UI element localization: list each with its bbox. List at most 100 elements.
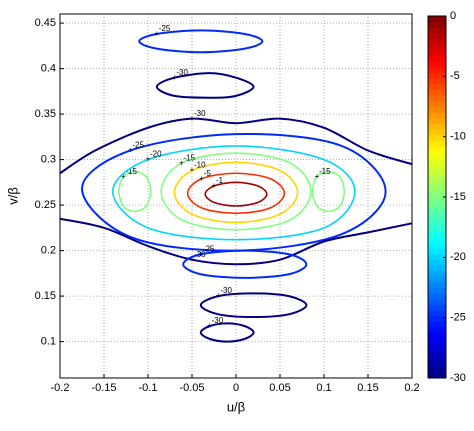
colorbar-segment bbox=[428, 197, 446, 204]
colorbar-segment bbox=[428, 38, 446, 45]
colorbar-segment bbox=[428, 123, 446, 130]
colorbar-segment bbox=[428, 174, 446, 181]
colorbar-segment bbox=[428, 95, 446, 102]
colorbar-segment bbox=[428, 163, 446, 170]
contour-line bbox=[199, 322, 255, 343]
colorbar-segment bbox=[428, 83, 446, 91]
colorbar-segment bbox=[428, 366, 446, 373]
colorbar-segment bbox=[428, 78, 446, 85]
contour-line bbox=[59, 217, 413, 266]
contour-line bbox=[311, 170, 346, 213]
colorbar-segment bbox=[428, 287, 446, 294]
contour-label-marker: + bbox=[146, 155, 151, 164]
colorbar-segment bbox=[428, 264, 446, 272]
x-tick-label: -0.2 bbox=[51, 382, 70, 394]
colorbar-segment bbox=[428, 89, 446, 96]
y-tick-label: 0.2 bbox=[41, 245, 56, 257]
colorbar-segment bbox=[428, 185, 446, 192]
colorbar-tick-label: -10 bbox=[450, 131, 466, 143]
colorbar-segment bbox=[428, 281, 446, 288]
colorbar-segment bbox=[428, 191, 446, 198]
colorbar-segment bbox=[428, 72, 446, 79]
colorbar-segment bbox=[428, 44, 446, 51]
x-tick-label: -0.1 bbox=[139, 382, 158, 394]
colorbar-segment bbox=[428, 361, 446, 368]
colorbar-segment bbox=[428, 213, 446, 221]
y-tick-label: 0.3 bbox=[41, 154, 56, 166]
colorbar-segment bbox=[428, 168, 446, 175]
x-tick-label: 0.2 bbox=[404, 382, 419, 394]
colorbar-segment bbox=[428, 315, 446, 322]
contour-label-marker: + bbox=[190, 255, 195, 264]
colorbar-segment bbox=[428, 304, 446, 311]
contour-label: -25 bbox=[203, 244, 215, 253]
contour-line bbox=[80, 133, 387, 252]
y-tick-label: 0.1 bbox=[41, 336, 56, 348]
contour-label-marker: + bbox=[198, 249, 203, 258]
colorbar-segment bbox=[428, 27, 446, 34]
contour-label: -30 bbox=[176, 68, 188, 77]
colorbar-segment bbox=[428, 349, 446, 356]
colorbar-segment bbox=[428, 100, 446, 107]
colorbar-segment bbox=[428, 298, 446, 305]
contour-label-marker: + bbox=[121, 172, 126, 181]
colorbar-segment bbox=[428, 61, 446, 68]
contour-label-marker: + bbox=[315, 172, 320, 181]
contour-label: -15 bbox=[125, 167, 137, 176]
colorbar-segment bbox=[428, 253, 446, 260]
colorbar-segment bbox=[428, 16, 446, 23]
x-axis-label: u/β bbox=[227, 399, 245, 414]
y-tick-label: 0.15 bbox=[35, 290, 56, 302]
contour-label: -15 bbox=[183, 153, 195, 162]
colorbar-segment bbox=[428, 372, 446, 379]
y-axis-label: v/β bbox=[5, 187, 20, 205]
colorbar-segment bbox=[428, 225, 446, 232]
colorbar-segment bbox=[428, 219, 446, 226]
contour-line bbox=[155, 72, 255, 99]
contour-line bbox=[199, 292, 308, 319]
colorbar-segment bbox=[428, 55, 446, 62]
colorbar-segment bbox=[428, 236, 446, 243]
colorbar-segment bbox=[428, 270, 446, 277]
colorbar-segment bbox=[428, 338, 446, 345]
contour-line bbox=[160, 152, 312, 231]
contour-label: -30 bbox=[194, 109, 206, 118]
colorbar-segment bbox=[428, 146, 446, 153]
colorbar-tick-label: -15 bbox=[450, 191, 466, 203]
contour-label-marker: + bbox=[179, 158, 184, 167]
contour-label: -25 bbox=[159, 24, 171, 33]
colorbar-tick-label: -30 bbox=[450, 372, 466, 384]
contour-label: -5 bbox=[204, 169, 212, 178]
colorbar-segment bbox=[428, 157, 446, 164]
contour-label-marker: + bbox=[154, 29, 159, 38]
colorbar-segment bbox=[428, 321, 446, 328]
colorbar-segment bbox=[428, 134, 446, 141]
colorbar-segment bbox=[428, 293, 446, 300]
contour-label-marker: + bbox=[172, 73, 177, 82]
contour-line bbox=[186, 172, 286, 215]
contour-line bbox=[111, 145, 356, 241]
y-tick-label: 0.25 bbox=[35, 199, 56, 211]
y-tick-label: 0.4 bbox=[41, 63, 56, 75]
colorbar-segment bbox=[428, 66, 446, 74]
colorbar-segment bbox=[428, 327, 446, 334]
contour-label: -15 bbox=[319, 167, 331, 176]
contours: -1+-5+-10+-15+-15+-15+-20+-25+-30+-30+-3… bbox=[59, 24, 413, 343]
contour-label-marker: + bbox=[212, 181, 217, 190]
colorbar-segment bbox=[428, 310, 446, 317]
colorbar-segment bbox=[428, 202, 446, 209]
x-tick-label: -0.05 bbox=[179, 382, 204, 394]
y-tick-label: 0.45 bbox=[35, 17, 56, 29]
contour-line bbox=[118, 170, 152, 213]
colorbar-segment bbox=[428, 208, 446, 215]
contour-line bbox=[138, 29, 264, 54]
colorbar-segment bbox=[428, 242, 446, 249]
contour-line bbox=[59, 117, 413, 175]
colorbar-segment bbox=[428, 21, 446, 28]
contour-label: -10 bbox=[194, 161, 206, 170]
colorbar-segment bbox=[428, 259, 446, 266]
contour-label: -30 bbox=[212, 316, 224, 325]
colorbar: 0 -5 -10 -15 -20 -25 -30 bbox=[427, 10, 466, 384]
colorbar-segment bbox=[428, 332, 446, 339]
